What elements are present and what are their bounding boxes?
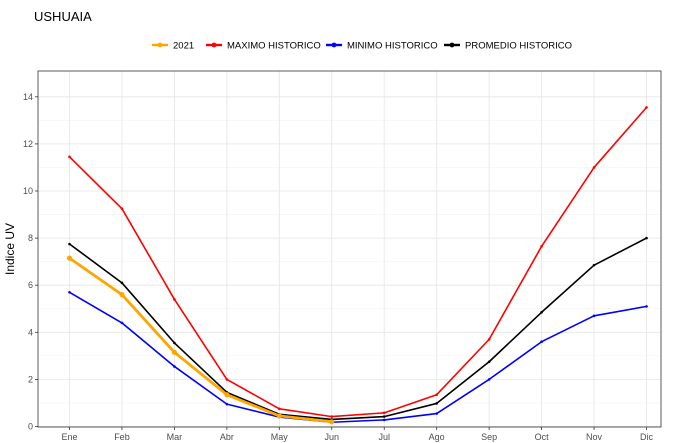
data-point <box>173 365 176 368</box>
data-point <box>435 412 438 415</box>
series-line <box>68 291 648 424</box>
data-point <box>487 338 491 341</box>
data-point <box>487 360 491 364</box>
x-tick-label: Jun <box>325 432 340 442</box>
y-tick-label: 6 <box>28 280 33 290</box>
series-minimo-historico <box>68 290 648 424</box>
data-point <box>173 298 176 301</box>
data-point <box>435 402 438 405</box>
data-point <box>487 378 491 381</box>
legend-key-point <box>449 42 455 48</box>
x-tick-label: Oct <box>535 432 550 442</box>
x-tick-label: Feb <box>114 432 130 442</box>
data-point <box>592 166 596 169</box>
data-point <box>278 407 281 411</box>
data-point <box>645 305 648 308</box>
data-point <box>120 207 124 210</box>
y-tick-label: 2 <box>28 374 33 384</box>
y-tick-label: 8 <box>28 233 33 243</box>
data-point <box>329 419 335 425</box>
x-tick-label: Jul <box>378 432 390 442</box>
y-tick-label: 4 <box>28 327 33 337</box>
data-point <box>645 106 648 109</box>
x-tick-label: Abr <box>220 432 234 442</box>
x-tick-label: Nov <box>586 432 603 442</box>
legend-label: PROMEDIO HISTORICO <box>465 41 572 52</box>
data-point <box>224 392 230 398</box>
y-tick-label: 10 <box>23 186 33 196</box>
x-tick-label: Dic <box>640 432 653 442</box>
legend-key-point <box>211 42 217 48</box>
y-axis-label: Indice UV <box>3 223 17 275</box>
axes: 0 2 4 6 8 10 12 14 Ene Feb Mar Abr May Jun Jul Ago Sep Oc… <box>23 92 654 442</box>
data-point <box>330 415 334 418</box>
data-point <box>540 310 543 314</box>
data-point <box>120 321 124 325</box>
data-point <box>119 292 125 298</box>
legend-label: 2021 <box>173 41 194 52</box>
data-point <box>120 281 124 285</box>
data-point <box>68 242 71 246</box>
data-point <box>382 415 386 418</box>
x-tick-label: Sep <box>481 432 497 442</box>
legend-key-point <box>331 42 337 48</box>
series-line <box>68 106 648 418</box>
y-tick-label: 14 <box>23 92 33 102</box>
data-point <box>173 341 176 345</box>
legend-item: 2021 <box>152 41 194 52</box>
y-tick-label: 12 <box>23 139 33 149</box>
data-point <box>592 314 596 318</box>
x-tick-label: May <box>271 432 289 442</box>
data-point <box>66 255 73 261</box>
data-point <box>225 378 229 381</box>
data-point <box>435 393 438 397</box>
legend-label: MINIMO HISTORICO <box>347 41 438 52</box>
series-line <box>68 237 648 421</box>
grid <box>38 71 661 427</box>
plot-panel <box>37 70 662 428</box>
data-point <box>592 263 596 267</box>
legend-key-point <box>157 42 163 48</box>
series-line <box>68 256 334 424</box>
x-tick-label: Ene <box>61 432 77 442</box>
series-maximo-historico <box>68 106 648 418</box>
data-point <box>645 236 648 240</box>
series-promedio-historico <box>68 236 648 421</box>
data-point <box>68 155 71 159</box>
series-2021 <box>66 255 335 425</box>
data-point <box>225 402 229 406</box>
series-layer <box>66 106 648 425</box>
legend: 2021 MAXIMO HISTORICO MINIMO HISTORICO PROM… <box>152 41 572 52</box>
data-point <box>540 245 543 248</box>
data-point <box>540 340 543 344</box>
data-point <box>382 418 386 422</box>
legend-item: MAXIMO HISTORICO <box>206 41 321 52</box>
data-point <box>68 290 71 294</box>
data-point <box>276 413 282 419</box>
data-point <box>171 349 178 355</box>
y-tick-label: 0 <box>28 422 33 432</box>
x-tick-label: Mar <box>167 432 183 442</box>
legend-item: MINIMO HISTORICO <box>326 41 438 52</box>
legend-item: PROMEDIO HISTORICO <box>444 41 572 52</box>
chart-title: USHUAIA <box>34 9 92 24</box>
data-point <box>382 411 386 415</box>
legend-label: MAXIMO HISTORICO <box>227 41 321 52</box>
x-tick-label: Ago <box>429 432 445 442</box>
